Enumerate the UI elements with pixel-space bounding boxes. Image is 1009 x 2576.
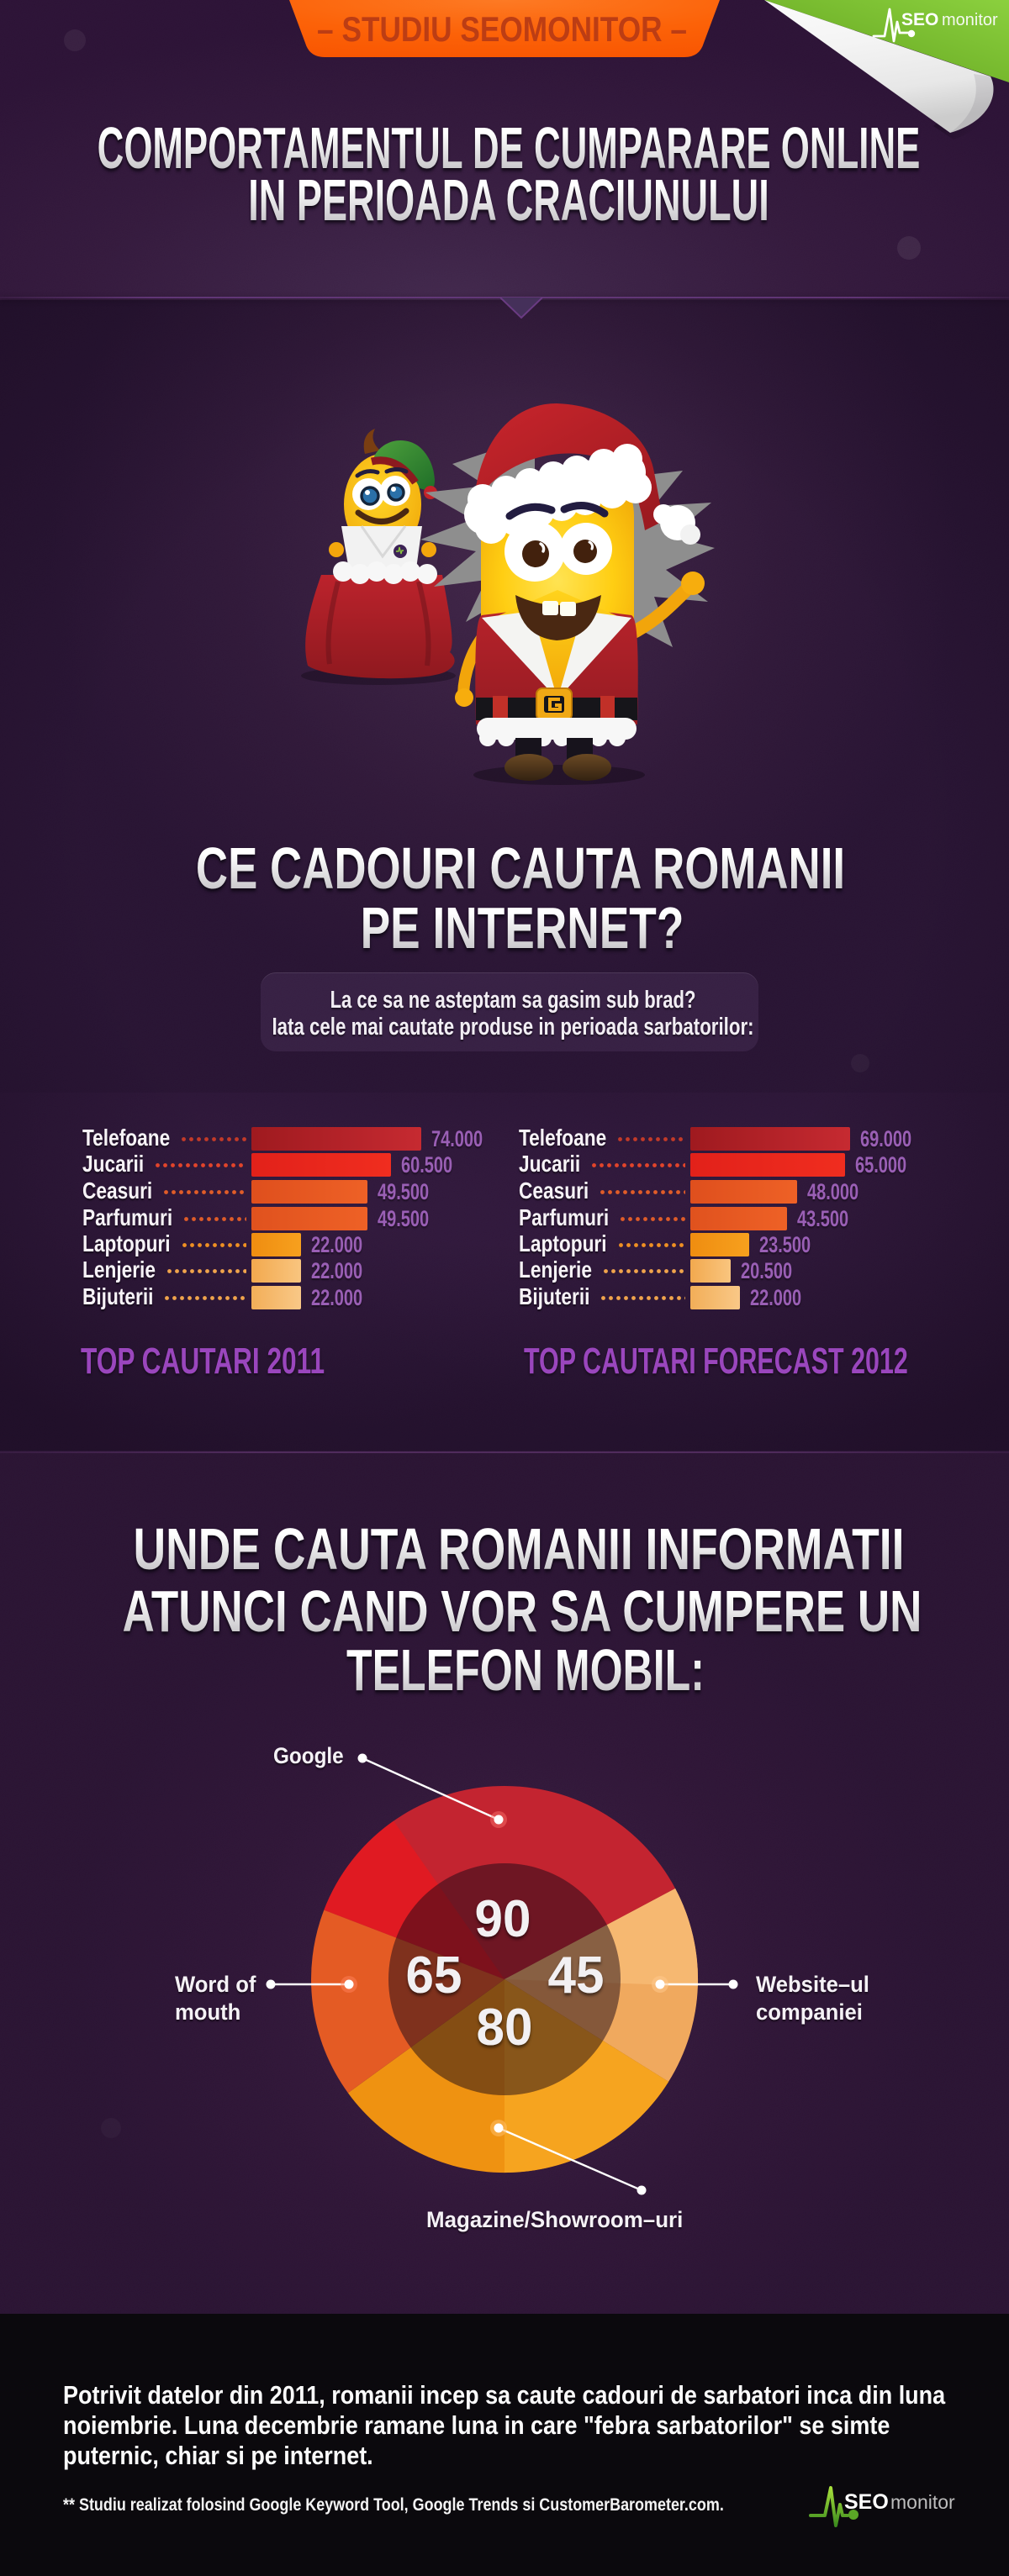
- svg-text:monitor: monitor: [890, 2491, 955, 2513]
- svg-text:SEO: SEO: [844, 2490, 889, 2514]
- svg-text:monitor: monitor: [942, 11, 998, 29]
- svg-text:SEO: SEO: [901, 10, 938, 29]
